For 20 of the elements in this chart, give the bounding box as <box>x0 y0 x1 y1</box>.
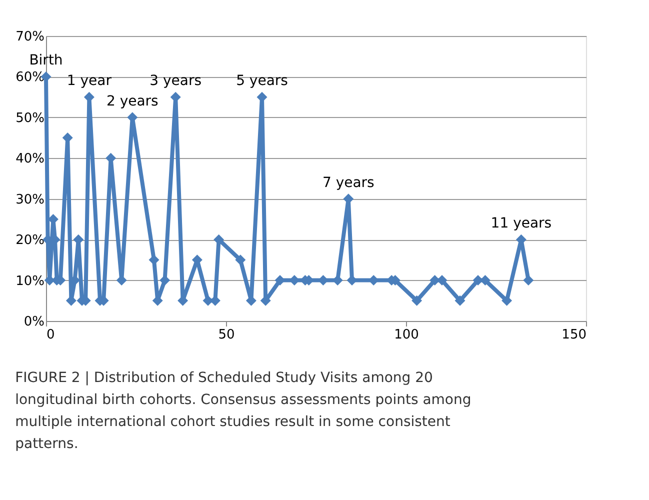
annotation: 5 years <box>236 73 288 90</box>
y-tick-label: 10% <box>16 274 44 289</box>
y-tick-label: 60% <box>16 70 44 86</box>
caption: FIGURE 2 | Distribution of Scheduled Study Visits among 20 longitudinal birth cohorts. Consensus assessments points among multiple international cohort studies result in some consistent patterns. <box>15 370 472 452</box>
y-tick-label: 30% <box>16 192 44 208</box>
annotation: 3 years <box>150 73 202 90</box>
x-tick-label: 150 <box>562 328 586 342</box>
annotation: 1 year <box>66 73 112 90</box>
y-tick-label: 50% <box>16 110 44 126</box>
annotation: 7 years <box>322 174 374 191</box>
annotation: 11 years <box>490 216 552 232</box>
x-tick-label: 100 <box>394 328 419 342</box>
y-tick-label: 70% <box>16 30 44 44</box>
y-tick-label: 20% <box>16 233 44 248</box>
y-tick-label: 0% <box>24 314 44 330</box>
annotation: 2 years <box>106 93 158 110</box>
x-tick-label: 0 <box>46 328 55 342</box>
annotation: Birth <box>29 52 63 69</box>
x-tick-label: 50 <box>218 328 235 342</box>
y-tick-label: 40% <box>16 152 44 167</box>
